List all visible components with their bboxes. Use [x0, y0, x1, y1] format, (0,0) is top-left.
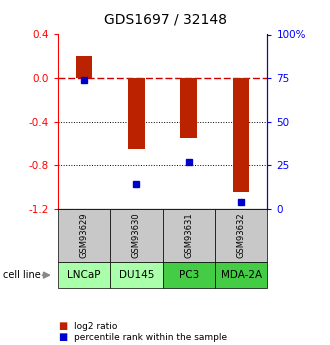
- Bar: [76, 56, 92, 78]
- Bar: [233, 78, 249, 193]
- Text: ■: ■: [58, 333, 67, 342]
- Text: ■: ■: [58, 321, 67, 331]
- Text: log2 ratio: log2 ratio: [74, 322, 117, 331]
- Text: GSM93632: GSM93632: [237, 213, 246, 258]
- Text: GDS1697 / 32148: GDS1697 / 32148: [104, 12, 226, 26]
- Text: cell line: cell line: [3, 270, 41, 280]
- Text: LNCaP: LNCaP: [67, 270, 101, 280]
- Bar: [128, 78, 145, 149]
- Text: PC3: PC3: [179, 270, 199, 280]
- Text: GSM93629: GSM93629: [80, 213, 88, 258]
- Text: MDA-2A: MDA-2A: [220, 270, 262, 280]
- Text: GSM93631: GSM93631: [184, 213, 193, 258]
- Text: DU145: DU145: [119, 270, 154, 280]
- Text: percentile rank within the sample: percentile rank within the sample: [74, 333, 227, 342]
- Bar: [180, 78, 197, 138]
- Text: GSM93630: GSM93630: [132, 213, 141, 258]
